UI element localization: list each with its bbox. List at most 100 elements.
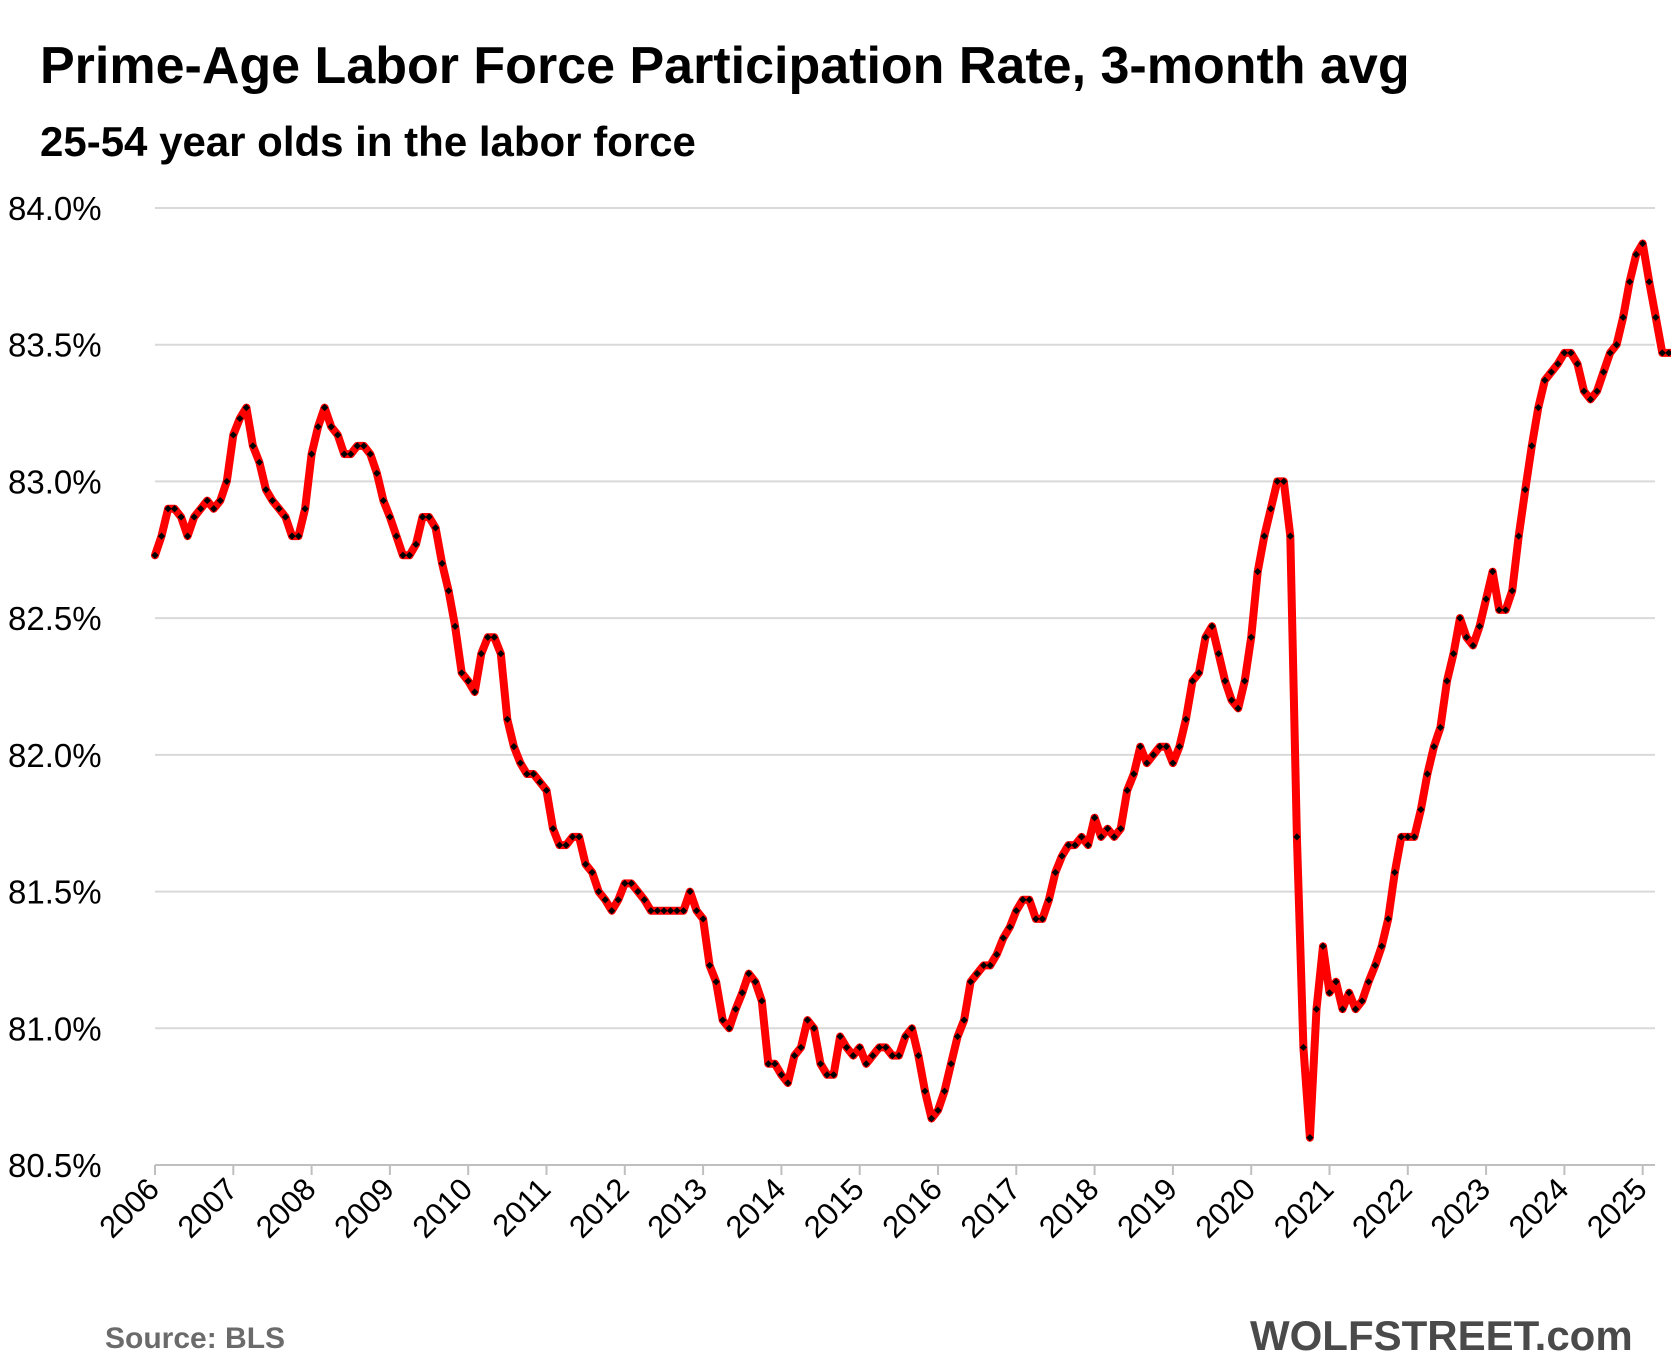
data-point (934, 1106, 942, 1114)
x-tick-label: 2008 (249, 1171, 323, 1245)
data-point (1254, 568, 1262, 576)
data-point (1560, 349, 1568, 357)
data-point (262, 486, 270, 494)
x-tick-label: 2011 (486, 1171, 558, 1243)
data-point (1606, 349, 1614, 357)
data-point (288, 532, 296, 540)
data-point (1456, 614, 1464, 622)
x-tick-label: 2016 (875, 1171, 949, 1245)
data-point (1182, 715, 1190, 723)
data-point (458, 669, 466, 677)
data-point (1378, 942, 1386, 950)
series-markers (151, 239, 1671, 1142)
data-point (1097, 833, 1105, 841)
data-point (516, 759, 524, 767)
data-point (464, 677, 472, 685)
data-point (1541, 376, 1549, 384)
data-point (640, 896, 648, 904)
data-point (334, 431, 342, 439)
data-point (490, 633, 498, 641)
data-point (601, 896, 609, 904)
source-note: Source: BLS (105, 1322, 286, 1355)
data-point (614, 896, 622, 904)
data-point (673, 907, 681, 915)
data-point (1365, 978, 1373, 986)
data-point (1012, 907, 1020, 915)
data-point (1188, 677, 1197, 685)
data-point (1084, 841, 1092, 849)
data-point (405, 551, 414, 559)
data-point (1195, 669, 1203, 677)
data-point (914, 1052, 923, 1060)
data-point (1143, 759, 1151, 767)
data-point (1267, 505, 1275, 513)
data-point (823, 1071, 831, 1079)
data-point (745, 970, 753, 978)
x-tick-label: 2013 (641, 1171, 715, 1245)
data-point (732, 1005, 740, 1013)
data-point (327, 423, 335, 431)
data-point (523, 770, 531, 778)
data-point (1645, 278, 1653, 286)
data-point (960, 1016, 968, 1024)
y-axis-ticks: 80.5% 81.0% 81.5% 82.0% 82.5% 83.0% 83.5% 84.0% (8, 190, 102, 1184)
data-point (477, 650, 485, 658)
data-point (575, 833, 583, 841)
data-point (1162, 743, 1170, 751)
data-point (1234, 704, 1242, 712)
chart-title: Prime-Age Labor Force Participation Rate… (40, 37, 1410, 95)
gridlines (155, 207, 1655, 1166)
data-point (529, 770, 538, 778)
x-tick-label: 2017 (954, 1171, 1028, 1245)
data-point (706, 961, 714, 969)
x-tick-label: 2010 (406, 1171, 480, 1245)
data-point (1534, 404, 1542, 412)
data-point (197, 505, 205, 513)
data-point (666, 907, 675, 915)
data-point (229, 431, 237, 439)
data-point (764, 1060, 772, 1068)
x-tick-label: 2007 (171, 1171, 245, 1245)
data-point (1417, 805, 1425, 814)
data-point (1260, 532, 1268, 540)
data-point (431, 524, 440, 532)
data-point (719, 1016, 727, 1024)
data-point (1515, 532, 1523, 540)
data-point (777, 1071, 785, 1079)
data-point (1593, 387, 1601, 395)
data-point (1312, 1005, 1321, 1013)
x-tick-label: 2015 (797, 1171, 871, 1245)
data-point (308, 450, 316, 458)
data-point (595, 887, 603, 896)
x-tick-label: 2018 (1032, 1171, 1106, 1245)
x-tick-label: 2023 (1424, 1171, 1498, 1245)
data-point (790, 1052, 799, 1060)
data-point (425, 513, 433, 521)
data-point (275, 505, 283, 513)
data-point (223, 477, 231, 486)
data-point (1319, 942, 1327, 950)
data-point (830, 1071, 838, 1079)
data-point (268, 496, 277, 505)
data-point (412, 540, 420, 548)
chart-subtitle: 25-54 year olds in the labor force (40, 118, 696, 165)
data-point (451, 622, 459, 630)
data-point (549, 825, 557, 833)
data-point (692, 907, 701, 915)
data-point (471, 688, 479, 696)
data-point (1228, 696, 1236, 704)
data-point (875, 1043, 883, 1052)
data-point (301, 505, 309, 513)
data-point (1175, 743, 1184, 751)
x-tick-label: 2025 (1580, 1171, 1654, 1245)
data-point (1117, 825, 1125, 833)
data-point (1449, 650, 1458, 658)
data-point (1554, 360, 1562, 368)
data-point (1371, 961, 1379, 969)
data-point (940, 1087, 949, 1095)
data-point (758, 997, 766, 1005)
y-tick-label: 84.0% (8, 190, 102, 227)
data-point (921, 1087, 929, 1095)
data-point (294, 532, 303, 540)
